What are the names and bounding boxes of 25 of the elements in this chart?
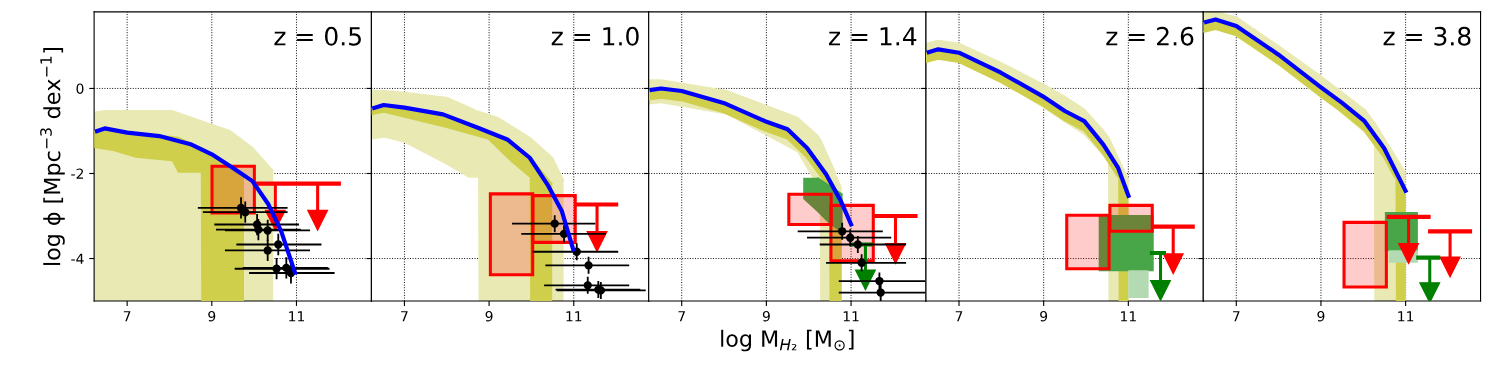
x-axis-title: log M$_{H₂}$ [M$_{⊙}$] — [721, 329, 854, 352]
y-tick-label: -2 — [71, 168, 84, 179]
x-tick-label: 9 — [208, 311, 216, 322]
x-tick-label: 7 — [955, 311, 963, 322]
x-tick-label: 7 — [401, 311, 408, 322]
x-tick-label: 9 — [762, 311, 770, 322]
y-tick-label: 0 — [76, 83, 84, 94]
annotation: z = 1.4 — [829, 27, 917, 46]
x-tick-label: 11 — [1121, 311, 1136, 322]
x-tick-label: 7 — [123, 311, 131, 322]
x-tick-label: 11 — [843, 311, 859, 322]
x-tick-label: 7 — [678, 311, 685, 322]
x-tick-label: 9 — [1317, 311, 1325, 322]
annotation: z = 2.6 — [1106, 26, 1194, 46]
x-tick-label: 11 — [1398, 311, 1414, 322]
x-tick-label: 11 — [566, 311, 582, 322]
y-axis-title: log ϕ [Mpc$^{−3}$ dex$^{−1}$] — [40, 47, 65, 265]
y-tick-label: -4 — [71, 253, 84, 264]
annotation: z = 3.8 — [1383, 26, 1471, 46]
x-tick-label: 7 — [1233, 311, 1240, 322]
x-tick-label: 9 — [485, 311, 493, 322]
x-tick-label: 9 — [1040, 311, 1048, 322]
annotation: z = 1.0 — [551, 26, 639, 46]
annotation: z = 0.5 — [274, 26, 361, 46]
x-tick-label: 11 — [289, 311, 305, 322]
